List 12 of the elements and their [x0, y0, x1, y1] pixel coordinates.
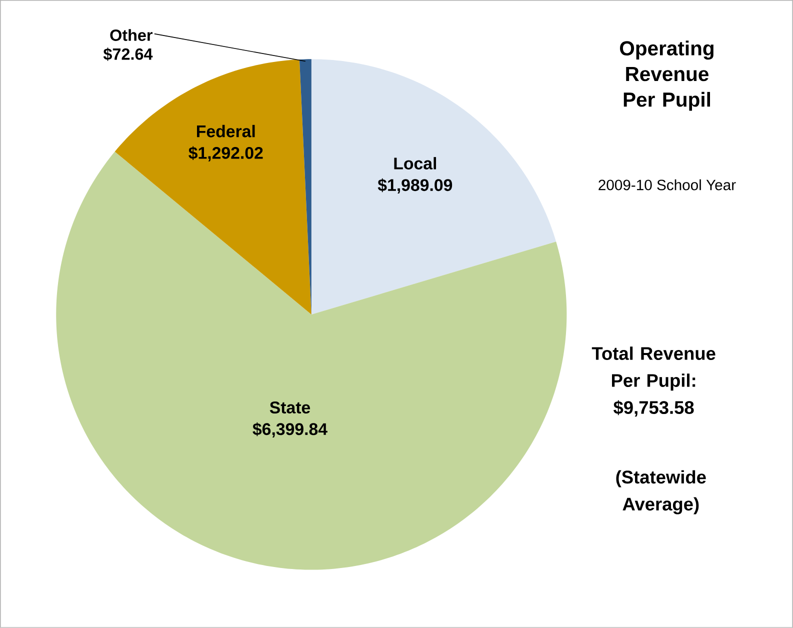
- data-label: $1,292.02: [188, 146, 263, 162]
- slice-label: Local: [394, 157, 436, 170]
- text: Operating Revenue Per Pupil: [620, 40, 714, 111]
- slice-label: State: [270, 402, 310, 414]
- text: Total Revenue Per Pupil: $9,753.58: [592, 346, 716, 417]
- data-label: $72.64: [103, 48, 153, 61]
- slice-label: Other: [110, 29, 153, 41]
- text: (Statewide Average): [616, 470, 706, 514]
- slice-label: Federal: [197, 124, 255, 138]
- data-label: $1,989.09: [378, 178, 452, 194]
- data-label: $6,399.84: [252, 422, 328, 438]
- text: 2009-10 School Year: [598, 179, 736, 190]
